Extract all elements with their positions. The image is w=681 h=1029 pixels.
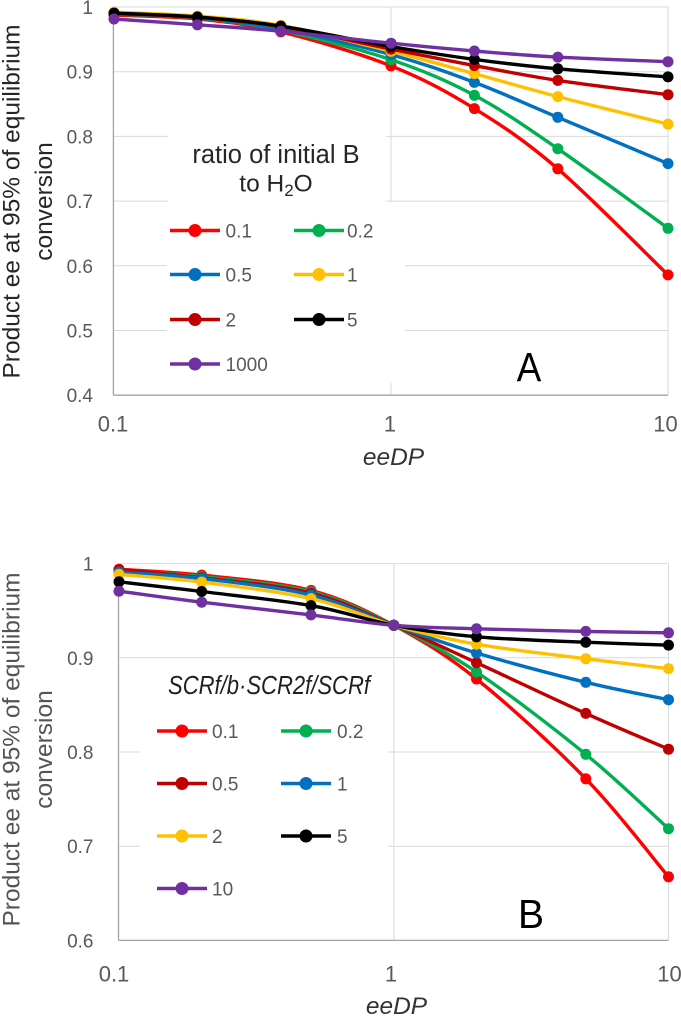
svg-text:0.5: 0.5 <box>67 322 93 343</box>
svg-text:2: 2 <box>212 827 223 848</box>
svg-text:eeDP: eeDP <box>366 993 428 1020</box>
svg-text:0.1: 0.1 <box>98 412 129 437</box>
svg-text:Product ee at 95% of equilibri: Product ee at 95% of equilibrium <box>0 572 26 926</box>
svg-text:B: B <box>518 891 544 937</box>
svg-text:0.2: 0.2 <box>347 222 373 243</box>
svg-text:0.5: 0.5 <box>226 266 252 287</box>
svg-text:10: 10 <box>653 412 677 437</box>
svg-text:0.9: 0.9 <box>67 63 93 84</box>
svg-text:0.4: 0.4 <box>67 386 94 407</box>
svg-text:0.1: 0.1 <box>212 722 238 743</box>
svg-text:0.8: 0.8 <box>67 127 93 148</box>
svg-text:conversion: conversion <box>31 142 58 260</box>
svg-text:0.7: 0.7 <box>67 192 93 213</box>
svg-text:1: 1 <box>384 412 396 437</box>
svg-text:10: 10 <box>657 962 681 987</box>
svg-text:5: 5 <box>337 827 348 848</box>
svg-text:1: 1 <box>83 555 94 576</box>
svg-text:5: 5 <box>347 311 358 332</box>
svg-text:eeDP: eeDP <box>363 444 425 471</box>
svg-text:0.7: 0.7 <box>67 837 93 858</box>
svg-text:0.1: 0.1 <box>226 222 252 243</box>
svg-text:SCRf/b·SCR2f/SCRf: SCRf/b·SCR2f/SCRf <box>168 672 373 700</box>
svg-text:0.2: 0.2 <box>337 722 363 743</box>
svg-text:1000: 1000 <box>226 355 268 376</box>
svg-text:0.1: 0.1 <box>99 962 130 987</box>
svg-text:0.6: 0.6 <box>67 257 93 278</box>
svg-text:ratio of initial B: ratio of initial B <box>192 141 359 169</box>
svg-text:10: 10 <box>212 880 233 901</box>
svg-text:1: 1 <box>347 266 358 287</box>
svg-text:2: 2 <box>226 311 237 332</box>
svg-text:to H2O: to H2O <box>239 171 312 201</box>
svg-text:conversion: conversion <box>31 690 58 808</box>
svg-text:0.9: 0.9 <box>67 649 93 670</box>
svg-text:Product ee at 95% of equilibri: Product ee at 95% of equilibrium <box>0 24 26 378</box>
svg-text:1: 1 <box>385 962 397 987</box>
svg-text:0.5: 0.5 <box>212 775 238 796</box>
svg-text:1: 1 <box>82 0 93 19</box>
svg-text:0.8: 0.8 <box>67 743 93 764</box>
svg-text:A: A <box>517 344 542 390</box>
svg-text:1: 1 <box>337 775 348 796</box>
svg-text:0.6: 0.6 <box>67 931 93 952</box>
